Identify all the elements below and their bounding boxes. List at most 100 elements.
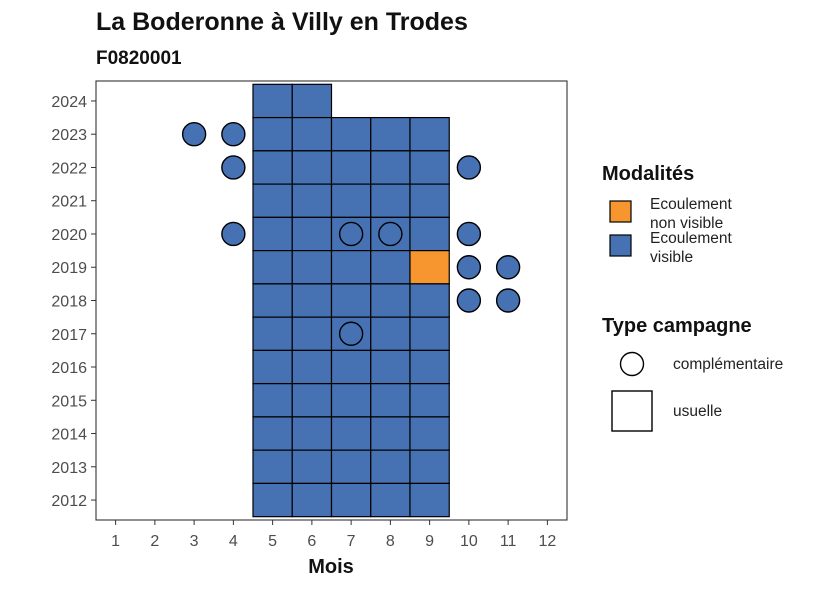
usuelle-cell [291,216,333,252]
legend-key-non_visible [609,200,632,223]
usuelle-cell [370,449,411,485]
usuelle-cell [291,383,333,418]
usuelle-cell [291,416,333,451]
usuelle-cell [370,283,411,318]
usuelle-cell [409,449,450,485]
complementaire-point [495,288,521,313]
usuelle-cell [370,316,411,351]
x-tick-label: 2 [150,533,159,550]
usuelle-cell [409,349,450,385]
x-tick-label: 1 [111,533,120,550]
y-tick-label: 2015 [51,393,87,410]
legend-key-visible [609,234,632,257]
usuelle-cell [291,283,333,318]
usuelle-cell [330,449,372,485]
y-tick-label: 2020 [51,227,87,244]
x-tick-label: 12 [538,533,556,550]
usuelle-cell [252,416,293,451]
y-tick-label: 2023 [51,127,87,144]
usuelle-cell [409,216,450,252]
x-tick-label: 4 [229,533,238,550]
complementaire-point [456,155,482,180]
complementaire-point [456,221,482,247]
usuelle-cell [291,349,333,385]
usuelle-cell [330,183,372,218]
usuelle-cell [252,83,293,119]
y-tick-label: 2018 [51,294,87,311]
x-tick-label: 5 [268,533,277,550]
usuelle-cell [291,183,333,218]
chart-title: La Boderonne à Villy en Trodes [96,8,468,36]
usuelle-cell [409,416,450,451]
usuelle-cell [252,316,293,351]
usuelle-cell [409,482,450,518]
usuelle-cell [370,150,411,185]
usuelle-cell [330,349,372,385]
x-tick-label: 8 [386,533,395,550]
usuelle-cell [252,216,293,252]
usuelle-cell [330,116,372,152]
legend-label-line1: Ecoulement [650,196,733,213]
usuelle-cell [252,449,293,485]
x-axis: 1 2 3 4 5 6 7 8 9 10 11 12 [111,520,556,550]
chart-subtitle: F0820001 [96,48,182,69]
x-tick-label: 6 [307,533,316,550]
usuelle-cell [252,150,293,185]
usuelle-cell [370,482,411,518]
x-tick-label: 3 [190,533,199,550]
usuelle-cell [291,150,333,185]
complementaire-point [221,221,246,247]
usuelle-cell [409,116,450,152]
legend-square-icon [611,390,653,432]
legend-label-line2: non visible [650,215,723,232]
complementaire-point [495,255,521,280]
usuelle-cell [409,283,450,318]
complementaire-point [378,221,403,247]
usuelle-cell [409,150,450,185]
legend-campagne: complémentaire usuelle [611,351,783,432]
x-axis-label: Mois [308,556,354,578]
y-tick-label: 2024 [51,94,87,111]
usuelle-cell [291,449,333,485]
usuelle-cell [409,250,450,285]
y-tick-label: 2013 [51,460,87,477]
x-tick-label: 10 [460,533,478,550]
x-tick-label: 9 [425,533,434,550]
complementaire-point [338,321,364,346]
y-tick-label: 2022 [51,160,87,177]
y-axis: 2012 2013 2014 2015 2016 2017 2018 2019 2020 2021… [51,94,96,510]
x-tick-label: 7 [347,533,356,550]
plot-marks [181,83,521,518]
complementaire-point [221,122,246,147]
usuelle-cell [291,116,333,152]
usuelle-cell [291,482,333,518]
usuelle-cell [370,183,411,218]
legend-circle-icon [619,351,645,377]
usuelle-cell [252,283,293,318]
legend-label-square: usuelle [673,403,722,420]
usuelle-cell [409,383,450,418]
legend-label-circle: complémentaire [673,356,783,373]
y-tick-label: 2017 [51,327,87,344]
usuelle-cell [370,349,411,385]
usuelle-cell [252,383,293,418]
usuelle-cell [409,316,450,351]
usuelle-cell [330,283,372,318]
y-tick-label: 2021 [51,194,87,211]
usuelle-cell [370,250,411,285]
usuelle-cell [291,250,333,285]
usuelle-cell [370,116,411,152]
complementaire-point [456,255,482,280]
x-tick-label: 11 [500,533,517,550]
usuelle-cell [409,183,450,218]
usuelle-cell [252,183,293,218]
usuelle-cell [330,416,372,451]
usuelle-cell [330,150,372,185]
complementaire-point [181,122,207,147]
legend-label-line2: visible [650,249,693,266]
y-tick-label: 2014 [51,427,87,444]
y-tick-label: 2016 [51,360,87,377]
complementaire-point [338,221,364,247]
y-tick-label: 2012 [51,493,87,510]
